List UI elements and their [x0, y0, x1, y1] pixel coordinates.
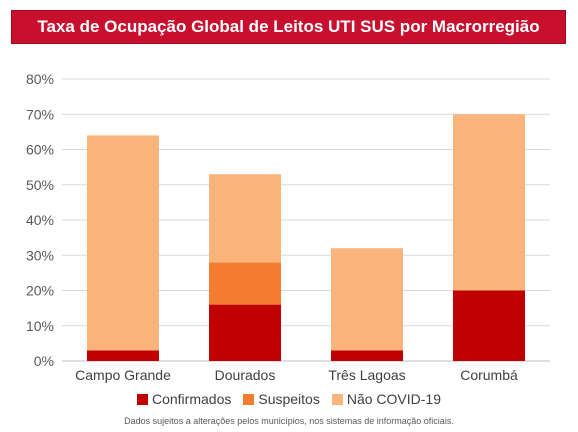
bar-segment-confirmados	[209, 304, 281, 361]
y-tick-label: 50%	[26, 177, 54, 193]
y-tick-label: 10%	[26, 318, 54, 334]
legend-label-confirmados: Confirmados	[151, 391, 232, 407]
bar-segment-n-o-covid-19	[209, 174, 281, 263]
legend-swatch-confirmados	[136, 393, 148, 405]
bar-segment-suspeitos	[209, 262, 281, 305]
chart-legend: Confirmados Suspeitos Não COVID-19	[0, 391, 578, 407]
bar-segment-n-o-covid-19	[453, 114, 525, 291]
legend-item-nao-covid: Não COVID-19	[331, 391, 441, 407]
x-category-label: Três Lagoas	[328, 367, 405, 383]
y-tick-label: 40%	[26, 212, 54, 228]
legend-label-suspeitos: Suspeitos	[258, 391, 320, 407]
bar-segment-n-o-covid-19	[87, 135, 159, 351]
chart-footnote: Dados sujeitos a alterações pelos municí…	[124, 416, 454, 426]
bar-segment-confirmados	[453, 290, 525, 361]
y-tick-label: 80%	[26, 71, 54, 87]
legend-item-suspeitos: Suspeitos	[243, 391, 320, 407]
x-category-label: Corumbá	[460, 367, 518, 383]
y-tick-label: 30%	[26, 247, 54, 263]
bar-segment-confirmados	[87, 350, 159, 361]
bar-segment-confirmados	[331, 350, 403, 361]
y-tick-label: 70%	[26, 106, 54, 122]
y-tick-label: 20%	[26, 283, 54, 299]
chart-title: Taxa de Ocupação Global de Leitos UTI SU…	[11, 10, 566, 44]
legend-label-nao-covid: Não COVID-19	[346, 391, 441, 407]
x-category-label: Dourados	[215, 367, 276, 383]
legend-swatch-nao-covid	[331, 393, 343, 405]
x-category-label: Campo Grande	[75, 367, 171, 383]
y-tick-label: 0%	[34, 353, 54, 369]
bar-segment-n-o-covid-19	[331, 248, 403, 351]
legend-item-confirmados: Confirmados	[136, 391, 232, 407]
y-tick-label: 60%	[26, 142, 54, 158]
legend-swatch-suspeitos	[243, 393, 255, 405]
